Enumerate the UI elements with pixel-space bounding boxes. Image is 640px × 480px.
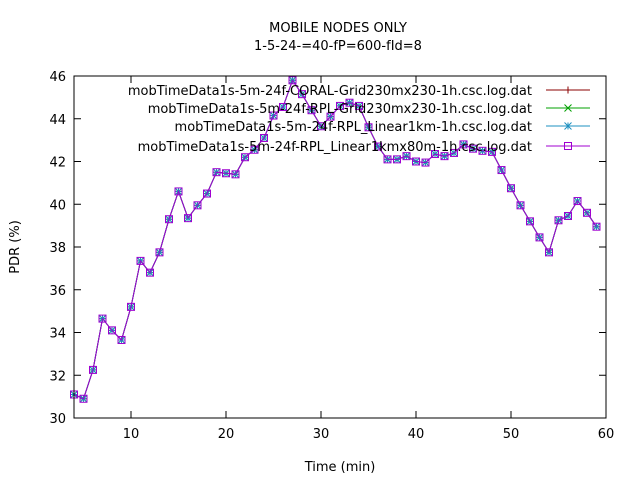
data-point — [269, 111, 278, 120]
data-point — [564, 212, 572, 221]
legend-marker — [564, 122, 572, 130]
data-point — [288, 76, 297, 85]
data-point — [155, 248, 164, 257]
data-point — [298, 90, 306, 99]
legend-entry-3: mobTimeData1s-5m-24f-RPL_Linear1km-1h.cs… — [175, 120, 590, 135]
data-point — [212, 168, 221, 177]
data-point — [374, 142, 382, 151]
legend-marker — [564, 142, 572, 150]
y-tick-label: 36 — [49, 284, 66, 299]
data-point — [535, 233, 544, 242]
axes: 10 20 30 40 50 60 30 32 34 36 38 40 42 44 46 — [49, 70, 614, 442]
data-point — [260, 133, 268, 142]
data-point — [459, 140, 468, 149]
data-point — [136, 256, 145, 265]
y-tick-label: 32 — [49, 369, 66, 384]
data-point — [393, 155, 401, 164]
data-point — [488, 147, 496, 156]
data-point — [573, 197, 582, 206]
data-point — [146, 268, 154, 277]
data-point — [241, 153, 249, 162]
data-point — [402, 152, 411, 161]
data-point — [383, 155, 392, 164]
legend-entry-2: mobTimeData1s-5m-24f-RPL-Grid230mx230-1h… — [148, 102, 590, 117]
data-point — [117, 335, 126, 344]
y-tick-label: 34 — [49, 327, 66, 342]
legend-marker — [564, 104, 572, 112]
data-point — [127, 302, 135, 311]
data-point — [355, 101, 363, 110]
data-point — [583, 208, 591, 217]
data-point — [326, 112, 335, 121]
chart-title: MOBILE NODES ONLY — [269, 21, 407, 36]
data-point — [469, 144, 477, 153]
data-point — [165, 215, 173, 224]
data-point — [545, 248, 553, 257]
y-axis-label: PDR (%) — [8, 220, 23, 274]
data-point — [421, 158, 430, 167]
data-point — [98, 314, 107, 323]
series-layer — [70, 76, 601, 403]
data-point — [345, 98, 354, 107]
data-point — [279, 102, 287, 111]
data-point — [507, 184, 515, 193]
data-point — [184, 214, 192, 223]
data-point — [516, 201, 525, 210]
data-point — [478, 146, 487, 155]
data-point — [317, 122, 325, 131]
x-tick-label: 30 — [313, 427, 330, 442]
chart-subtitle: 1-5-24-=40-fP=600-fId=8 — [254, 39, 422, 54]
y-tick-label: 38 — [49, 241, 66, 256]
data-point — [203, 189, 211, 198]
data-point — [592, 222, 601, 231]
data-point — [193, 201, 202, 210]
x-tick-label: 40 — [408, 427, 425, 442]
data-point — [431, 150, 439, 159]
data-point — [108, 326, 116, 335]
data-point — [526, 217, 534, 226]
series-4 — [70, 76, 601, 403]
y-tick-label: 40 — [49, 198, 66, 213]
data-point — [336, 101, 344, 110]
legend-label: mobTimeData1s-5m-24f-RPL_Linear1kmx80m-1… — [138, 140, 532, 155]
data-point — [450, 148, 458, 157]
legend: mobTimeData1s-5m-24f-CORAL-Grid230mx230-… — [128, 84, 590, 155]
data-point — [554, 216, 563, 225]
x-tick-label: 10 — [123, 427, 140, 442]
data-point — [497, 166, 506, 175]
y-tick-label: 30 — [49, 412, 66, 427]
legend-label: mobTimeData1s-5m-24f-RPL-Grid230mx230-1h… — [148, 102, 532, 117]
legend-marker — [564, 86, 572, 94]
legend-label: mobTimeData1s-5m-24f-RPL_Linear1km-1h.cs… — [175, 120, 532, 135]
data-point — [79, 394, 88, 403]
legend-label: mobTimeData1s-5m-24f-CORAL-Grid230mx230-… — [128, 84, 532, 99]
x-tick-label: 60 — [598, 427, 615, 442]
data-point — [231, 170, 240, 179]
x-tick-label: 50 — [503, 427, 520, 442]
legend-entry-1: mobTimeData1s-5m-24f-CORAL-Grid230mx230-… — [128, 84, 590, 99]
data-point — [250, 145, 259, 154]
data-point — [222, 169, 230, 178]
data-point — [364, 123, 373, 132]
data-point — [174, 187, 183, 196]
x-tick-label: 20 — [218, 427, 235, 442]
y-tick-label: 44 — [49, 113, 66, 128]
data-point — [440, 152, 449, 161]
y-tick-label: 42 — [49, 156, 66, 171]
data-point — [412, 157, 420, 166]
x-axis-label: Time (min) — [304, 460, 376, 475]
data-point — [89, 365, 97, 374]
data-point — [307, 106, 316, 115]
y-tick-label: 46 — [49, 70, 66, 85]
legend-entry-4: mobTimeData1s-5m-24f-RPL_Linear1kmx80m-1… — [138, 140, 590, 155]
